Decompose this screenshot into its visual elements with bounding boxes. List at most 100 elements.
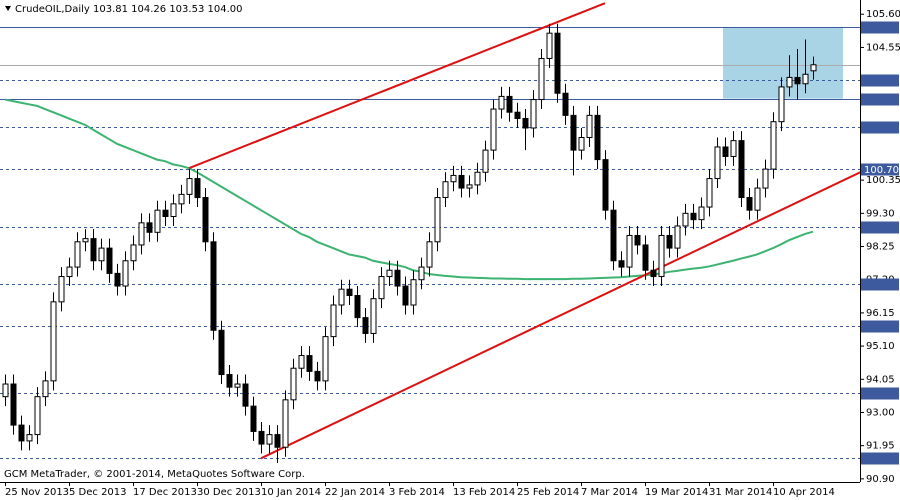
candle-body [50,301,57,382]
candle-body [322,336,329,382]
y-tick-label: 96.15 [866,308,895,319]
candle-body [794,76,801,85]
candle-body [682,212,689,227]
x-tick-label: 3 Feb 2014 [389,487,445,498]
candle-body [18,424,25,442]
candle-body [650,269,657,278]
level-tag [861,278,899,291]
candle-body [426,241,433,268]
candle-body [354,295,361,319]
candle-body [466,184,473,189]
candle-body [74,241,81,268]
candle-body [370,298,377,334]
candle-body [674,225,681,249]
candle-body [410,279,417,306]
candle-body [10,383,17,426]
y-tick-label: 99.30 [866,208,895,219]
candle-body [522,118,529,129]
candle-body [26,434,33,442]
candle-body [42,380,49,398]
candle-body [514,111,521,120]
candle-body [314,370,321,382]
level-tag-label: 100.70 [864,165,899,176]
candle-body [738,140,745,199]
candle-body [138,222,145,246]
footer: GCM MetaTrader, © 2001-2014, MetaQuotes … [4,469,305,480]
y-tick-label: 98.25 [866,242,895,253]
candle-body [290,367,297,401]
y-tick-label: 100.35 [866,175,900,186]
level-tag [861,74,899,87]
candle-body [530,99,537,129]
candle-body [554,32,561,94]
level-tag [861,452,899,465]
candle-body [730,140,737,157]
candle-body [258,430,265,445]
trendline [188,2,606,170]
candle-body [810,64,817,72]
candle-body [130,244,137,262]
candle-body [754,187,761,211]
candle-body [122,260,129,287]
candle-body [450,174,457,183]
candle-body [274,434,281,448]
candle-body [570,114,577,151]
candle-body [594,114,601,161]
candle-body [490,108,497,151]
candle-body [442,181,449,199]
candle-body [778,86,785,123]
x-tick-label: 10 Apr 2014 [773,487,835,498]
candle-body [474,171,481,186]
candle-body [762,168,769,189]
candle-body [346,288,353,297]
candle-body [202,197,209,243]
moving-average [4,98,814,281]
candle-body [82,238,89,243]
candle-body [458,174,465,189]
trendline [260,171,860,460]
candle-body [282,399,289,448]
candle-body [2,383,9,398]
y-tick-label: 105.60 [866,9,900,20]
candle-body [210,241,217,331]
y-tick-label: 90.90 [866,474,895,485]
candle-body [298,355,305,369]
candle-body [338,288,345,306]
menu-arrow[interactable] [5,6,11,11]
y-tick-label: 91.95 [866,441,895,452]
y-tick-label: 95.10 [866,341,895,352]
candle-body [394,269,401,287]
level-tag [861,93,899,106]
level-tag [861,121,899,134]
candle-body [378,276,385,300]
x-tick-label: 13 Feb 2014 [453,487,515,498]
candle-body [90,238,97,262]
x-tick-label: 5 Dec 2013 [69,487,127,498]
x-tick-label: 30 Dec 2013 [197,487,261,498]
candle-body [770,121,777,170]
candle-body [714,146,721,180]
x-tick-label: 25 Nov 2013 [5,487,69,498]
x-tick-label: 19 Mar 2014 [645,487,708,498]
plot-area [0,2,860,464]
candle-body [746,197,753,211]
candle-body [706,178,713,208]
x-tick-label: 25 Feb 2014 [517,487,579,498]
candle-body [146,222,153,233]
y-tick-label: 93.00 [866,407,895,418]
candle-body [162,209,169,218]
candle-body [386,269,393,278]
candle-body [802,73,809,85]
candle-body [658,234,665,278]
candle-body [194,178,201,199]
candle-body [626,234,633,268]
candle-body [666,234,673,249]
candle-body [642,244,649,271]
candle-body [114,272,121,287]
candle-body [234,383,241,388]
level-tag [861,320,899,333]
candle-body [562,92,569,116]
candle-body [218,329,225,376]
